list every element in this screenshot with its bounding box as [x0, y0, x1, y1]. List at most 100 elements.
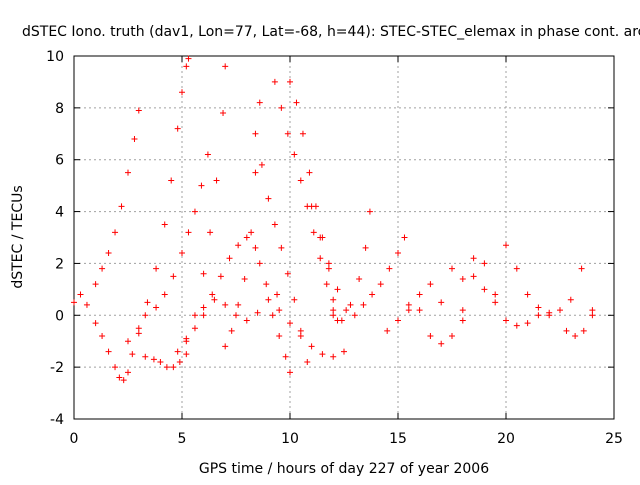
data-point	[248, 229, 255, 236]
data-point	[330, 312, 337, 319]
data-point	[252, 169, 259, 176]
data-series	[271, 78, 337, 314]
data-point	[546, 309, 553, 316]
data-point	[135, 330, 142, 337]
data-point	[163, 364, 170, 371]
grid	[74, 56, 614, 419]
data-point	[287, 78, 293, 85]
data-point	[291, 296, 298, 303]
data-point	[589, 307, 596, 314]
data-point	[92, 320, 99, 327]
data-point	[513, 322, 520, 329]
data-point	[427, 281, 434, 288]
data-point	[71, 299, 77, 306]
data-point	[174, 348, 181, 355]
data-point	[291, 151, 298, 158]
data-point	[317, 234, 324, 241]
data-point	[278, 104, 285, 111]
y-tick-label: 0	[55, 308, 64, 324]
data-point	[161, 221, 168, 228]
data-point	[360, 301, 367, 308]
data-point	[191, 312, 198, 319]
data-point	[405, 301, 412, 308]
data-point	[343, 307, 350, 314]
y-tick-label: 4	[55, 205, 64, 221]
data-point	[351, 312, 358, 319]
data-point	[265, 296, 272, 303]
data-point	[416, 307, 423, 314]
data-point	[226, 255, 233, 262]
data-point	[386, 265, 393, 272]
data-point	[256, 260, 263, 267]
data-series	[256, 260, 293, 376]
data-point	[282, 353, 289, 360]
data-point	[174, 125, 181, 132]
y-tick-label: 6	[55, 153, 64, 169]
data-point	[183, 351, 190, 358]
data-series	[71, 107, 142, 308]
data-point	[183, 335, 190, 342]
data-point	[150, 356, 157, 363]
data-point	[330, 296, 337, 303]
data-point	[297, 327, 304, 334]
data-point	[449, 265, 455, 272]
data-series	[200, 291, 281, 324]
data-point	[395, 317, 401, 324]
data-point	[319, 351, 326, 358]
data-point	[153, 265, 160, 272]
data-point	[217, 273, 224, 280]
data-series	[222, 99, 263, 350]
x-tick-label: 5	[178, 431, 187, 447]
data-series	[142, 351, 190, 371]
axis-ticks: 0 5 10 15 20 25 -4 -2 0 2 4 6 8 10	[46, 49, 623, 447]
data-point	[161, 291, 168, 298]
data-point	[503, 317, 509, 324]
data-point	[323, 281, 330, 288]
data-series	[183, 234, 259, 342]
data-series	[276, 307, 347, 360]
data-point	[99, 265, 106, 272]
data-point	[330, 353, 337, 360]
x-axis-label: GPS time / hours of day 227 of year 2006	[199, 461, 489, 477]
data-point	[304, 358, 311, 365]
data-point	[580, 327, 587, 334]
data-series	[287, 78, 341, 324]
data-point	[204, 151, 211, 158]
data-point	[105, 250, 112, 257]
data-point	[347, 301, 354, 308]
data-point	[589, 312, 596, 319]
data-point	[243, 317, 250, 324]
data-series	[563, 312, 596, 340]
data-point	[459, 317, 466, 324]
data-point	[99, 333, 106, 340]
data-point	[567, 296, 574, 303]
data-point	[185, 55, 192, 62]
data-point	[481, 286, 488, 293]
data-point	[308, 203, 315, 210]
data-point	[325, 265, 332, 272]
data-point	[297, 333, 304, 340]
data-point	[287, 369, 293, 376]
x-tick-label: 10	[281, 431, 299, 447]
data-point	[170, 273, 177, 280]
data-point	[274, 291, 281, 298]
data-point	[254, 309, 261, 316]
data-point	[297, 177, 304, 184]
data-point	[112, 364, 119, 371]
y-axis-label: dSTEC / TECUs	[10, 185, 26, 288]
data-series	[459, 242, 553, 319]
data-point	[427, 333, 434, 340]
x-tick-label: 20	[497, 431, 515, 447]
data-point	[449, 333, 455, 340]
data-point	[338, 317, 345, 324]
data-point	[129, 351, 136, 358]
data-point	[131, 135, 138, 142]
data-point	[211, 296, 218, 303]
data-point	[330, 307, 337, 314]
data-point	[366, 208, 373, 215]
data-point	[503, 242, 509, 249]
data-point	[125, 169, 131, 176]
data-point	[157, 358, 164, 365]
data-series	[405, 255, 499, 314]
